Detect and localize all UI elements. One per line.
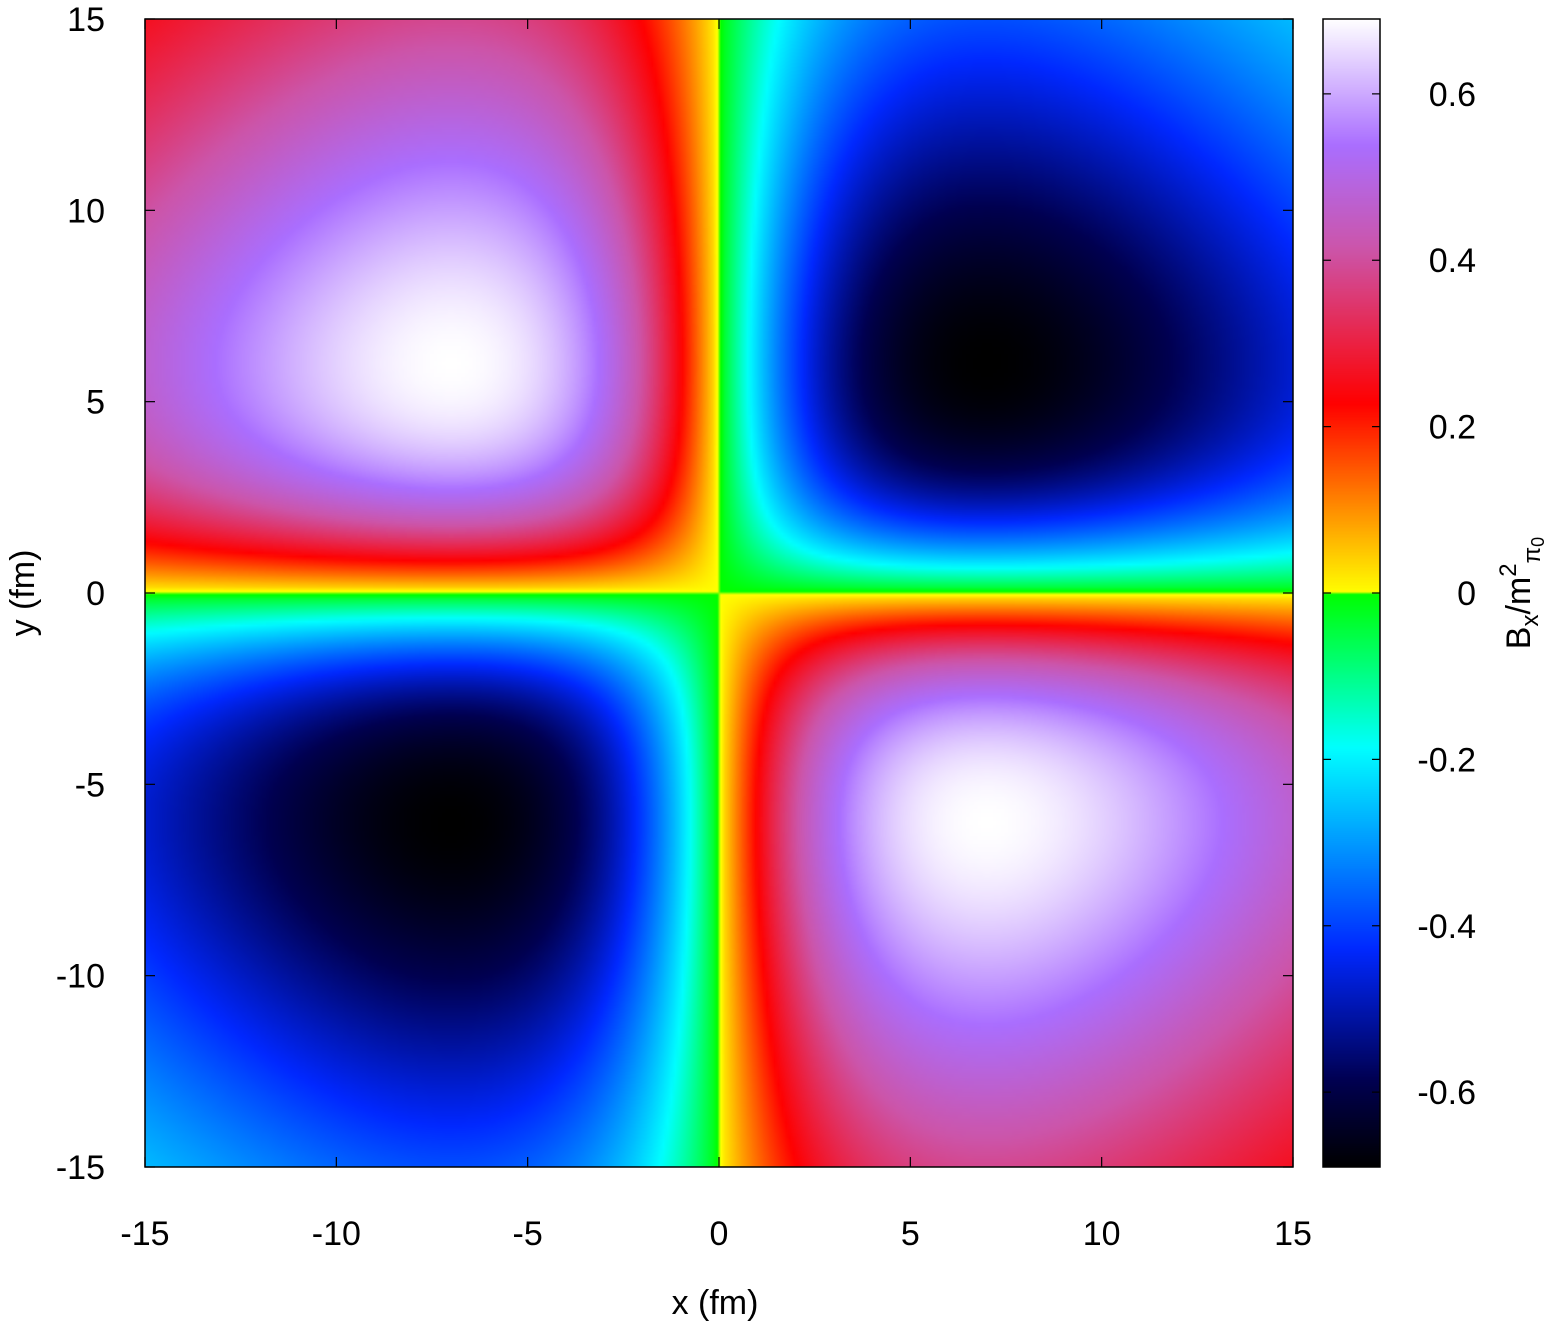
colorbar-tick-label: -0.4 [1417,908,1476,946]
colorbar-gradient-image [1323,19,1380,1167]
x-tick-label: -15 [120,1215,169,1253]
colorbar-label-sub: x [1517,615,1544,627]
y-axis-label: y (fm) [4,550,42,637]
heatmap-field-image [145,19,1293,1167]
y-tick-label: 10 [67,192,105,230]
y-axis-ticks: -15 -10 -5 0 5 10 15 [56,1,1293,1187]
colorbar-label-main: B [1500,627,1538,650]
y-tick-label: 5 [86,384,105,422]
x-tick-label: -5 [513,1215,543,1253]
y-tick-label: 15 [67,1,105,39]
x-axis-label: x (fm) [672,1284,759,1322]
y-tick-label: -15 [56,1149,105,1187]
colorbar-tick-label: 0 [1457,575,1476,613]
x-tick-label: 5 [901,1215,920,1253]
x-tick-label: -10 [312,1215,361,1253]
colorbar-label-mid: /m [1500,577,1538,615]
x-tick-label: 15 [1274,1215,1312,1253]
y-tick-label: -10 [56,958,105,996]
colorbar: 0.60.40.20-0.2-0.4-0.6 Bx/m2π0 [1322,18,1545,1168]
colorbar-tick-label: 0.6 [1429,76,1476,114]
colorbar-label-sub3: 0 [1528,537,1545,547]
x-tick-label: 0 [710,1215,729,1253]
colorbar-tick-label: -0.2 [1417,741,1476,779]
colorbar-ticks: 0.6 0.4 0.2 0 -0.2 -0.4 -0.6 [1323,76,1476,1112]
colorbar-tick-label: -0.6 [1417,1074,1476,1112]
y-tick-label: -5 [75,766,105,804]
x-tick-label: 10 [1083,1215,1121,1253]
colorbar-label-sup: 2 [1495,563,1522,576]
colorbar-label-sub2: π [1519,547,1545,564]
colorbar-label: Bx/m2π0 [1495,537,1545,649]
heatmap-plot-area [144,18,1294,1168]
x-axis-ticks: -15 -10 -5 0 5 10 15 [120,19,1312,1253]
colorbar-tick-label: 0.2 [1429,409,1476,447]
colorbar-tick-label: 0.4 [1429,242,1476,280]
y-tick-label: 0 [86,575,105,613]
